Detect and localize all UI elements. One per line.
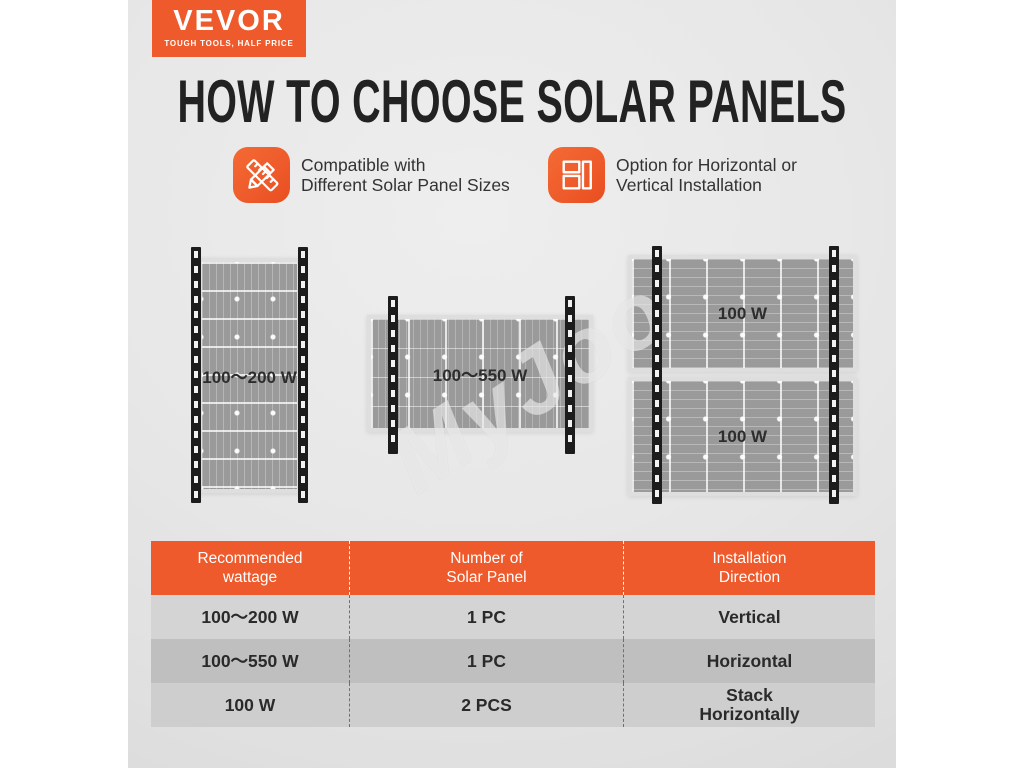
table-header-direction: Installation Direction: [623, 541, 875, 595]
brand-tagline: TOUGH TOOLS, HALF PRICE: [164, 39, 294, 48]
feature-orientation-text: Option for Horizontal or Vertical Instal…: [616, 155, 797, 195]
horizontal-panel-wattage-label: 100～550 W: [432, 366, 528, 385]
brand-name: VEVOR: [173, 5, 285, 37]
solar-panel-stacked-bottom: [628, 377, 857, 496]
vertical-panel-wattage-label: 100～200 W: [202, 368, 297, 387]
pencil-ruler-icon: [233, 147, 290, 203]
feature-compatibility-text: Compatible with Different Solar Panel Si…: [301, 155, 510, 195]
table-cell: 1 PC: [349, 595, 623, 639]
table-cell: 100～200 W: [151, 595, 349, 639]
spec-table: Recommended wattage Number of Solar Pane…: [151, 541, 875, 727]
mounting-rail: [298, 247, 308, 503]
grid-layout-icon: [548, 147, 605, 203]
mounting-rail: [652, 246, 662, 504]
solar-panel-horizontal: [367, 315, 593, 432]
solar-panel-stacked-top: [628, 255, 857, 372]
table-cell: Vertical: [623, 595, 875, 639]
vevor-logo: VEVOR TOUGH TOOLS, HALF PRICE: [152, 0, 306, 57]
mounting-rail: [388, 296, 398, 454]
table-cell: Horizontal: [623, 639, 875, 683]
mounting-rail: [191, 247, 201, 503]
table-cell: 2 PCS: [349, 683, 623, 727]
table-cell: 1 PC: [349, 639, 623, 683]
table-cell: 100 W: [151, 683, 349, 727]
mounting-rail: [565, 296, 575, 454]
table-header-number: Number of Solar Panel: [349, 541, 623, 595]
feature-compatibility: Compatible with Different Solar Panel Si…: [233, 147, 510, 203]
mounting-rail: [829, 246, 839, 504]
table-cell: 100～550 W: [151, 639, 349, 683]
page-title: HOW TO CHOOSE SOLAR PANELS: [0, 67, 1024, 136]
stacked-top-wattage-label: 100 W: [717, 303, 768, 323]
table-cell: Stack Horizontally: [623, 683, 875, 727]
table-header-wattage: Recommended wattage: [151, 541, 349, 595]
stacked-bottom-wattage-label: 100 W: [717, 426, 768, 446]
page-title-text: HOW TO CHOOSE SOLAR PANELS: [177, 67, 847, 136]
feature-orientation: Option for Horizontal or Vertical Instal…: [548, 147, 797, 203]
